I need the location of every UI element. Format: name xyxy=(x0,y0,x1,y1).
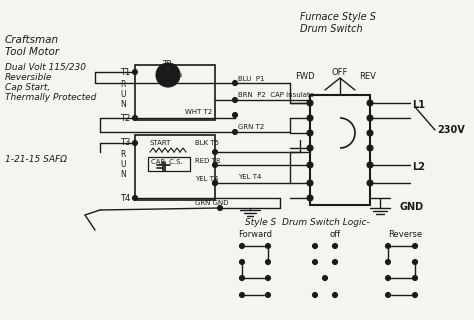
Circle shape xyxy=(233,113,237,117)
Circle shape xyxy=(312,244,318,249)
Text: START: START xyxy=(150,140,172,146)
Circle shape xyxy=(385,244,391,249)
Circle shape xyxy=(218,205,222,211)
Circle shape xyxy=(212,163,218,167)
Circle shape xyxy=(307,100,313,106)
Circle shape xyxy=(233,130,237,134)
Circle shape xyxy=(239,292,245,298)
Text: 1-21-15 SAFΩ: 1-21-15 SAFΩ xyxy=(5,155,67,164)
Circle shape xyxy=(312,292,318,298)
Text: FWD: FWD xyxy=(295,72,315,81)
Text: Cap Start,: Cap Start, xyxy=(5,83,50,92)
Text: 3|4|8|7|6: 3|4|8|7|6 xyxy=(158,72,183,77)
Circle shape xyxy=(367,100,373,106)
Text: GND: GND xyxy=(400,202,424,212)
Bar xyxy=(135,135,215,200)
Text: T1: T1 xyxy=(120,68,130,77)
Circle shape xyxy=(133,116,137,121)
Circle shape xyxy=(133,69,137,75)
Circle shape xyxy=(367,130,373,136)
Circle shape xyxy=(312,260,318,265)
Text: RED T8: RED T8 xyxy=(195,158,220,164)
Text: L2: L2 xyxy=(412,162,425,172)
Circle shape xyxy=(385,276,391,281)
Text: T2: T2 xyxy=(120,114,130,123)
Text: N: N xyxy=(120,100,126,109)
Text: Dual Volt 115/230: Dual Volt 115/230 xyxy=(5,62,86,71)
Circle shape xyxy=(265,260,271,265)
Text: R: R xyxy=(120,150,126,159)
Circle shape xyxy=(367,162,373,168)
Circle shape xyxy=(332,260,337,265)
Circle shape xyxy=(307,180,313,186)
Circle shape xyxy=(233,98,237,102)
Text: GRN T2: GRN T2 xyxy=(238,124,264,130)
Circle shape xyxy=(212,180,218,186)
Circle shape xyxy=(367,145,373,151)
Text: YEL T4: YEL T4 xyxy=(195,176,219,182)
Circle shape xyxy=(265,244,271,249)
Text: CAP  C.S.: CAP C.S. xyxy=(151,159,183,165)
Circle shape xyxy=(412,292,418,298)
Text: WHT T2: WHT T2 xyxy=(185,109,212,115)
Text: off: off xyxy=(329,230,340,239)
Circle shape xyxy=(412,276,418,281)
Text: TP: TP xyxy=(164,60,173,69)
Text: T3: T3 xyxy=(120,138,130,147)
Circle shape xyxy=(133,196,137,201)
Circle shape xyxy=(156,63,180,87)
Bar xyxy=(148,157,190,171)
Text: Tool Motor: Tool Motor xyxy=(5,47,59,57)
Circle shape xyxy=(212,180,218,186)
Circle shape xyxy=(239,260,245,265)
Circle shape xyxy=(332,244,337,249)
Text: BLK T5: BLK T5 xyxy=(195,140,219,146)
Text: 230V: 230V xyxy=(437,125,465,135)
Circle shape xyxy=(307,115,313,121)
Circle shape xyxy=(322,276,328,281)
Circle shape xyxy=(307,162,313,168)
Bar xyxy=(310,95,370,205)
Circle shape xyxy=(307,195,313,201)
Circle shape xyxy=(385,292,391,298)
Circle shape xyxy=(233,81,237,85)
Text: Thermally Protected: Thermally Protected xyxy=(5,93,96,102)
Bar xyxy=(135,65,215,120)
Circle shape xyxy=(239,276,245,281)
Text: Style S  Drum Switch Logic-: Style S Drum Switch Logic- xyxy=(245,218,370,227)
Text: T4: T4 xyxy=(120,194,130,203)
Text: L1: L1 xyxy=(412,100,425,110)
Text: OFF: OFF xyxy=(332,68,348,77)
Text: R: R xyxy=(120,80,126,89)
Circle shape xyxy=(367,115,373,121)
Circle shape xyxy=(212,149,218,155)
Text: U: U xyxy=(120,90,126,99)
Circle shape xyxy=(265,292,271,298)
Text: U: U xyxy=(120,160,126,169)
Text: Reverse: Reverse xyxy=(388,230,422,239)
Circle shape xyxy=(239,244,245,249)
Circle shape xyxy=(412,244,418,249)
Text: REV: REV xyxy=(360,72,376,81)
Text: GRN GND: GRN GND xyxy=(195,200,228,206)
Text: BLU  P1: BLU P1 xyxy=(238,76,264,82)
Text: YEL T4: YEL T4 xyxy=(238,174,261,180)
Circle shape xyxy=(367,180,373,186)
Text: Forward: Forward xyxy=(238,230,272,239)
Circle shape xyxy=(307,130,313,136)
Circle shape xyxy=(332,292,337,298)
Text: N: N xyxy=(120,170,126,179)
Text: Craftsman: Craftsman xyxy=(5,35,59,45)
Text: Reversible: Reversible xyxy=(5,73,52,82)
Text: Furnace Style S
Drum Switch: Furnace Style S Drum Switch xyxy=(300,12,376,34)
Circle shape xyxy=(307,145,313,151)
Circle shape xyxy=(412,260,418,265)
Circle shape xyxy=(385,260,391,265)
Circle shape xyxy=(133,140,137,146)
Circle shape xyxy=(265,276,271,281)
Text: BRN  P2  CAP Insulate: BRN P2 CAP Insulate xyxy=(238,92,314,98)
